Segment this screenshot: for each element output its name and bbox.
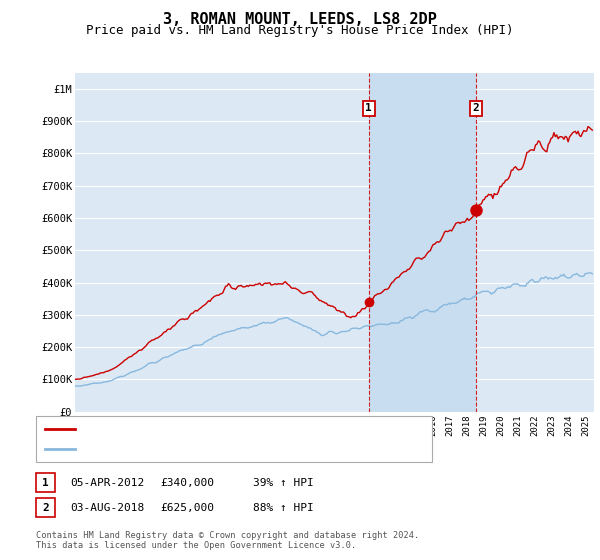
Text: Contains HM Land Registry data © Crown copyright and database right 2024.
This d: Contains HM Land Registry data © Crown c… <box>36 530 419 550</box>
Text: 3, ROMAN MOUNT, LEEDS, LS8 2DP: 3, ROMAN MOUNT, LEEDS, LS8 2DP <box>163 12 437 27</box>
Text: £340,000: £340,000 <box>160 478 214 488</box>
Text: 2: 2 <box>42 503 49 513</box>
Text: HPI: Average price, detached house, Leeds: HPI: Average price, detached house, Leed… <box>81 444 337 454</box>
Text: 88% ↑ HPI: 88% ↑ HPI <box>253 503 314 513</box>
Text: 05-APR-2012: 05-APR-2012 <box>70 478 145 488</box>
Text: 2: 2 <box>473 104 479 113</box>
Text: 1: 1 <box>365 104 372 113</box>
Text: 3, ROMAN MOUNT, LEEDS, LS8 2DP (detached house): 3, ROMAN MOUNT, LEEDS, LS8 2DP (detached… <box>81 424 375 434</box>
Text: 03-AUG-2018: 03-AUG-2018 <box>70 503 145 513</box>
Bar <box>369 73 476 412</box>
Text: Price paid vs. HM Land Registry's House Price Index (HPI): Price paid vs. HM Land Registry's House … <box>86 24 514 36</box>
Text: 1: 1 <box>42 478 49 488</box>
Text: £625,000: £625,000 <box>160 503 214 513</box>
Text: 39% ↑ HPI: 39% ↑ HPI <box>253 478 314 488</box>
